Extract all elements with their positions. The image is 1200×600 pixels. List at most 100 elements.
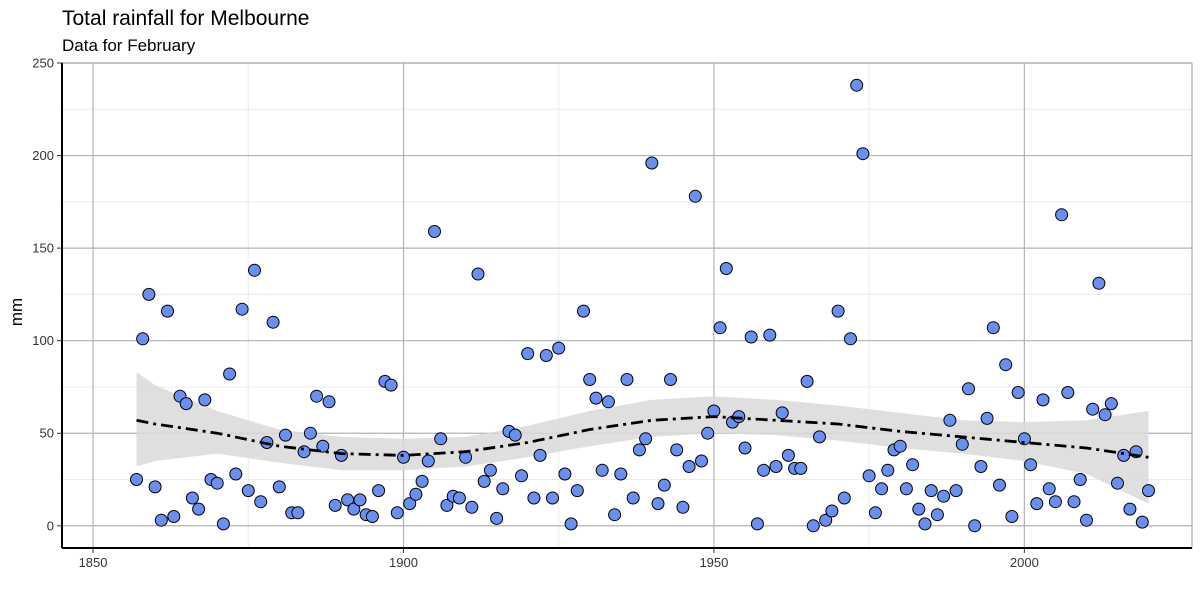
y-tick-label: 150 bbox=[32, 241, 54, 256]
data-point bbox=[384, 378, 398, 392]
data-point bbox=[949, 484, 963, 498]
data-point bbox=[1098, 408, 1112, 422]
data-point bbox=[639, 432, 653, 446]
data-point bbox=[1055, 208, 1069, 222]
data-point bbox=[403, 497, 417, 511]
data-point bbox=[899, 482, 913, 496]
data-point bbox=[937, 489, 951, 503]
data-point bbox=[912, 502, 926, 516]
data-point bbox=[906, 458, 920, 472]
data-point bbox=[452, 491, 466, 505]
y-tick-label: 250 bbox=[32, 56, 54, 71]
data-point bbox=[483, 463, 497, 477]
data-point bbox=[322, 395, 336, 409]
data-point bbox=[825, 504, 839, 518]
data-point bbox=[676, 500, 690, 514]
plot-area: 1850 1900 1950 2000 0 50 100 150 200 250 bbox=[32, 56, 1193, 570]
smooth-trend-line bbox=[136, 415, 1149, 459]
data-point bbox=[235, 302, 249, 316]
data-point bbox=[161, 304, 174, 318]
data-point bbox=[210, 476, 224, 490]
data-point bbox=[477, 474, 491, 488]
data-point bbox=[1005, 510, 1019, 523]
data-point bbox=[229, 467, 243, 481]
data-point bbox=[297, 445, 311, 459]
data-point bbox=[620, 373, 634, 386]
data-point bbox=[763, 328, 777, 342]
data-point bbox=[962, 382, 975, 396]
data-point bbox=[1036, 393, 1050, 407]
data-point bbox=[1111, 476, 1124, 490]
data-point bbox=[757, 463, 771, 477]
data-point bbox=[1104, 397, 1118, 411]
data-point bbox=[496, 482, 510, 496]
data-point bbox=[192, 502, 206, 516]
data-point bbox=[1117, 448, 1131, 462]
data-point bbox=[1073, 473, 1087, 486]
x-tick-label: 1850 bbox=[79, 555, 108, 570]
data-point bbox=[564, 517, 578, 531]
data-point bbox=[775, 406, 789, 420]
data-point bbox=[750, 517, 764, 531]
data-point bbox=[1024, 458, 1038, 472]
data-point bbox=[440, 498, 454, 512]
y-axis-label: mm bbox=[7, 298, 26, 326]
data-point bbox=[713, 321, 727, 335]
data-point bbox=[670, 443, 684, 457]
data-point bbox=[626, 491, 640, 505]
data-point bbox=[347, 502, 361, 516]
data-point bbox=[875, 482, 889, 496]
x-tick-label: 1900 bbox=[389, 555, 418, 570]
data-point bbox=[421, 454, 435, 468]
data-point bbox=[130, 473, 143, 486]
data-point bbox=[316, 439, 330, 453]
data-point bbox=[1123, 502, 1137, 516]
data-point bbox=[471, 267, 485, 281]
data-point bbox=[428, 225, 441, 238]
data-point bbox=[570, 484, 584, 498]
data-point bbox=[738, 441, 752, 455]
data-point bbox=[521, 347, 535, 361]
data-point bbox=[241, 484, 255, 498]
data-point bbox=[390, 506, 404, 520]
data-point bbox=[583, 373, 597, 386]
data-point bbox=[546, 491, 559, 505]
y-tick-label: 200 bbox=[32, 148, 54, 163]
data-point bbox=[819, 513, 833, 527]
data-point bbox=[800, 374, 814, 388]
data-point bbox=[868, 506, 882, 520]
data-point bbox=[1030, 497, 1044, 511]
data-point bbox=[1067, 495, 1081, 509]
data-point bbox=[533, 448, 547, 462]
data-point bbox=[552, 341, 566, 355]
data-point bbox=[595, 463, 609, 477]
data-point bbox=[272, 480, 286, 494]
data-point bbox=[490, 511, 504, 525]
data-point bbox=[334, 448, 348, 462]
data-point bbox=[1042, 482, 1056, 496]
data-point bbox=[993, 478, 1006, 492]
data-point bbox=[968, 519, 982, 533]
data-point bbox=[695, 454, 708, 468]
data-point bbox=[924, 484, 938, 498]
data-point bbox=[1011, 386, 1025, 399]
data-point bbox=[806, 519, 820, 533]
data-point bbox=[409, 487, 423, 501]
data-point bbox=[614, 467, 628, 481]
chart-title: Total rainfall for Melbourne bbox=[62, 7, 309, 30]
data-point bbox=[955, 437, 969, 451]
data-point bbox=[465, 500, 479, 514]
data-point bbox=[657, 478, 671, 492]
data-point bbox=[1135, 515, 1149, 529]
data-point bbox=[980, 411, 994, 425]
data-point bbox=[1080, 513, 1093, 527]
data-point bbox=[279, 428, 292, 442]
data-point bbox=[632, 443, 646, 457]
data-point bbox=[813, 430, 826, 444]
data-point bbox=[701, 426, 715, 440]
data-point bbox=[651, 497, 665, 511]
data-point bbox=[1092, 276, 1106, 290]
data-point bbox=[527, 491, 541, 505]
data-point bbox=[918, 517, 932, 531]
